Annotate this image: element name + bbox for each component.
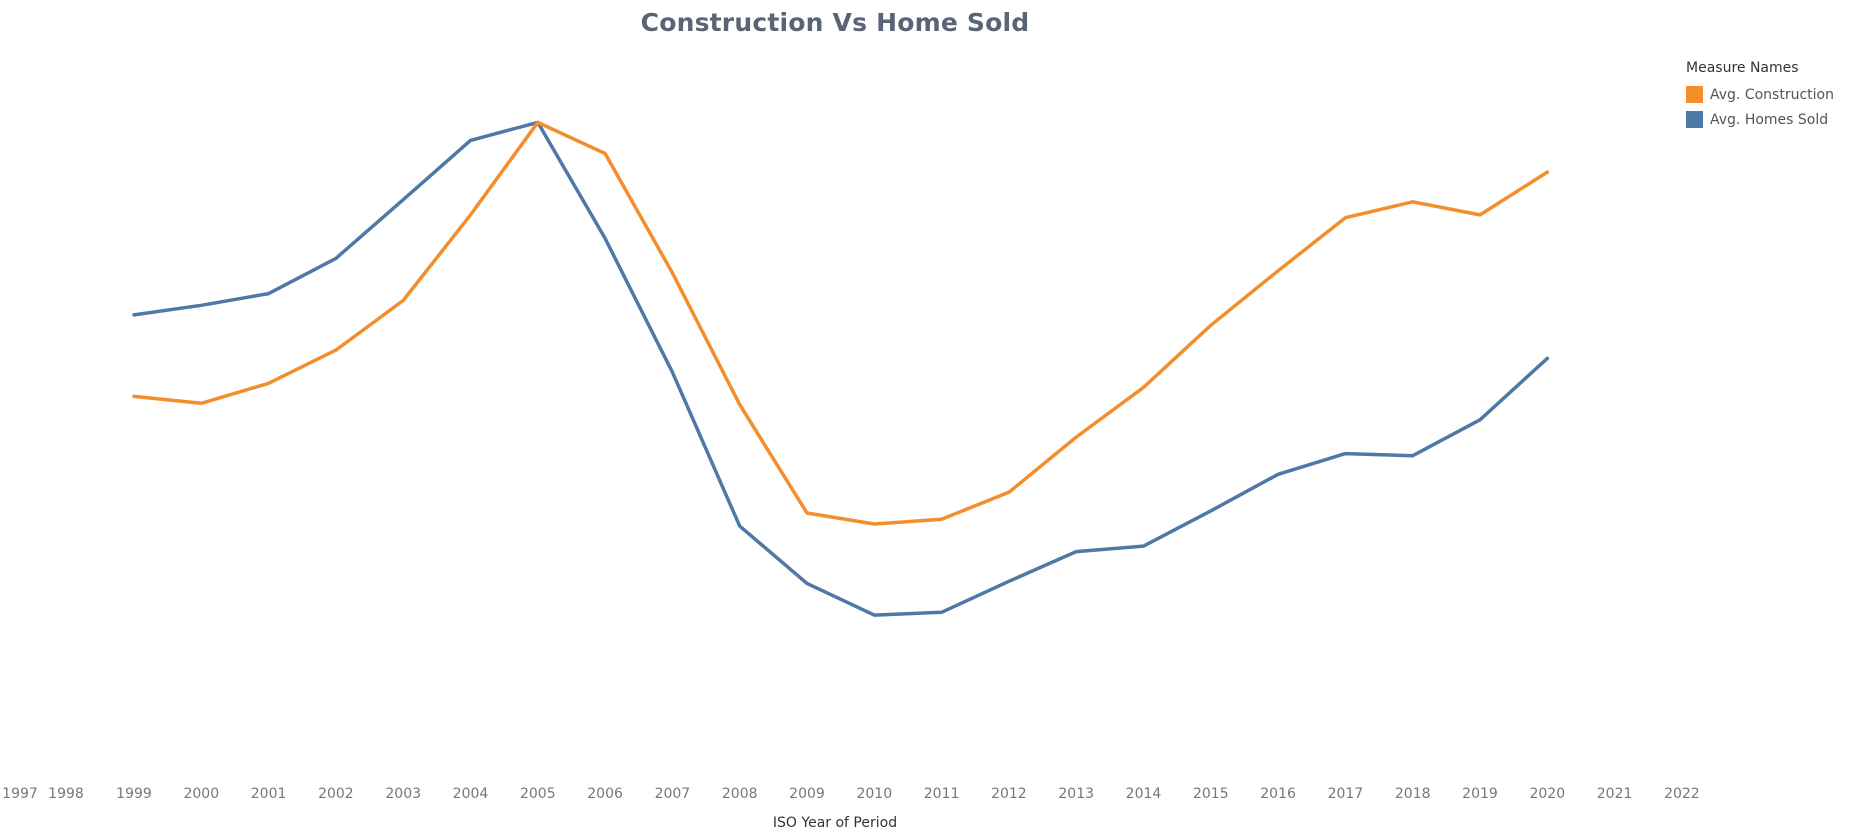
x-tick-label: 2003: [385, 786, 421, 802]
x-tick-label: 2011: [924, 786, 960, 802]
x-tick-label: 2012: [991, 786, 1027, 802]
x-axis: 1997 1998 1999 2000 2001 2002 2003 2004 2005 2006…: [2, 786, 1700, 802]
legend-title: Measure Names: [1686, 60, 1799, 76]
x-tick-label: 2017: [1328, 786, 1364, 802]
x-tick-label: 2000: [183, 786, 219, 802]
x-tick-label: 2015: [1193, 786, 1229, 802]
series-line-avg-construction[interactable]: [132, 120, 1550, 526]
x-tick-label: 2010: [856, 786, 892, 802]
x-tick-label: 2001: [251, 786, 287, 802]
chart-title: Construction Vs Home Sold: [640, 8, 1030, 37]
x-tick-label: 2022: [1664, 786, 1700, 802]
x-tick-label: 1997: [2, 786, 38, 802]
x-axis-label: ISO Year of Period: [773, 815, 897, 831]
legend: Measure Names Avg. Construction Avg. Hom…: [1686, 60, 1851, 132]
legend-label-avg-homes-sold: Avg. Homes Sold: [1710, 111, 1829, 128]
x-tick-label: 1999: [116, 786, 152, 802]
x-tick-label: 2006: [587, 786, 623, 802]
legend-item-avg-homes-sold[interactable]: Avg. Homes Sold: [1686, 107, 1851, 132]
x-tick-label: 2018: [1395, 786, 1431, 802]
x-tick-label: 2004: [453, 786, 489, 802]
legend-swatch-avg-construction: [1686, 86, 1703, 103]
x-tick-label: 2016: [1260, 786, 1296, 802]
series-lines: [132, 120, 1550, 617]
x-tick-label: 1998: [48, 786, 84, 802]
x-tick-label: 2020: [1529, 786, 1565, 802]
legend-item-avg-construction[interactable]: Avg. Construction: [1686, 82, 1851, 107]
x-tick-label: 2009: [789, 786, 825, 802]
x-tick-label: 2002: [318, 786, 354, 802]
legend-label-avg-construction: Avg. Construction: [1710, 86, 1834, 103]
x-tick-label: 2007: [655, 786, 691, 802]
legend-swatch-avg-homes-sold: [1686, 111, 1703, 128]
series-line-avg-homes-sold[interactable]: [132, 120, 1550, 617]
x-tick-label: 2005: [520, 786, 556, 802]
x-tick-label: 2013: [1058, 786, 1094, 802]
x-tick-label: 2014: [1126, 786, 1162, 802]
x-tick-label: 2021: [1597, 786, 1633, 802]
x-tick-label: 2019: [1462, 786, 1498, 802]
x-tick-label: 2008: [722, 786, 758, 802]
